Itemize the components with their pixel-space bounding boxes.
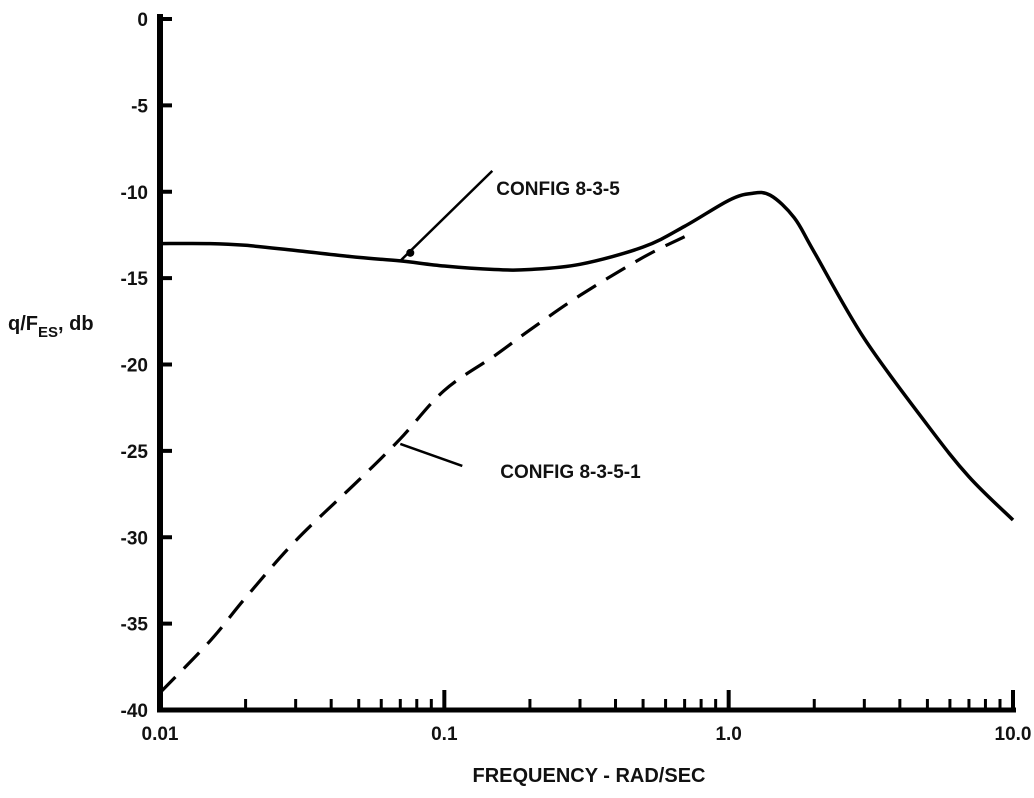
series-line-config-8-3-5 (159, 190, 1015, 522)
y-axis-title-suffix: , db (58, 313, 94, 335)
annotations: CONFIG 8-3-5 CONFIG 8-3-5-1 (399, 169, 641, 483)
x-tick-label-1: 0.1 (431, 724, 458, 745)
plot-lines (158, 190, 1015, 694)
axes (157, 14, 1016, 713)
annotation-label-config-8-3-5: CONFIG 8-3-5 (496, 179, 620, 200)
annotation-label-config-8-3-5-1: CONFIG 8-3-5-1 (500, 462, 641, 483)
y-tick-label-4: -20 (121, 356, 148, 377)
y-tick-label-7: -35 (121, 615, 149, 636)
annotation-leader-config-8-3-5 (399, 169, 494, 262)
x-tick-label-2: 1.0 (715, 724, 741, 745)
y-axis-title-main: q/F (8, 313, 38, 335)
x-tick-label-3: 10.0 (995, 724, 1032, 745)
y-axis-title-subscript: ES (38, 324, 58, 341)
y-ticks: 0 -5 -10 -15 -20 -25 -30 -35 -40 (121, 10, 172, 722)
annotation-arrowhead-config-8-3-5 (406, 248, 415, 257)
annotation-leader-config-8-3-5-1 (399, 442, 463, 468)
y-tick-label-0: 0 (137, 10, 148, 31)
y-tick-label-3: -15 (121, 269, 149, 290)
x-tick-label-0: 0.01 (142, 724, 179, 745)
y-axis-title: q/FES, db (8, 313, 94, 341)
y-tick-label-5: -25 (121, 442, 149, 463)
y-tick-label-8: -40 (121, 701, 148, 722)
y-tick-label-6: -30 (121, 528, 148, 549)
x-ticks: 0.01 0.1 1.0 10.0 (142, 690, 1032, 745)
series-line-config-8-3-5-1 (158, 235, 686, 694)
y-tick-label-1: -5 (131, 96, 148, 117)
y-tick-label-2: -10 (121, 183, 148, 204)
x-axis-title: FREQUENCY - RAD/SEC (473, 765, 706, 787)
